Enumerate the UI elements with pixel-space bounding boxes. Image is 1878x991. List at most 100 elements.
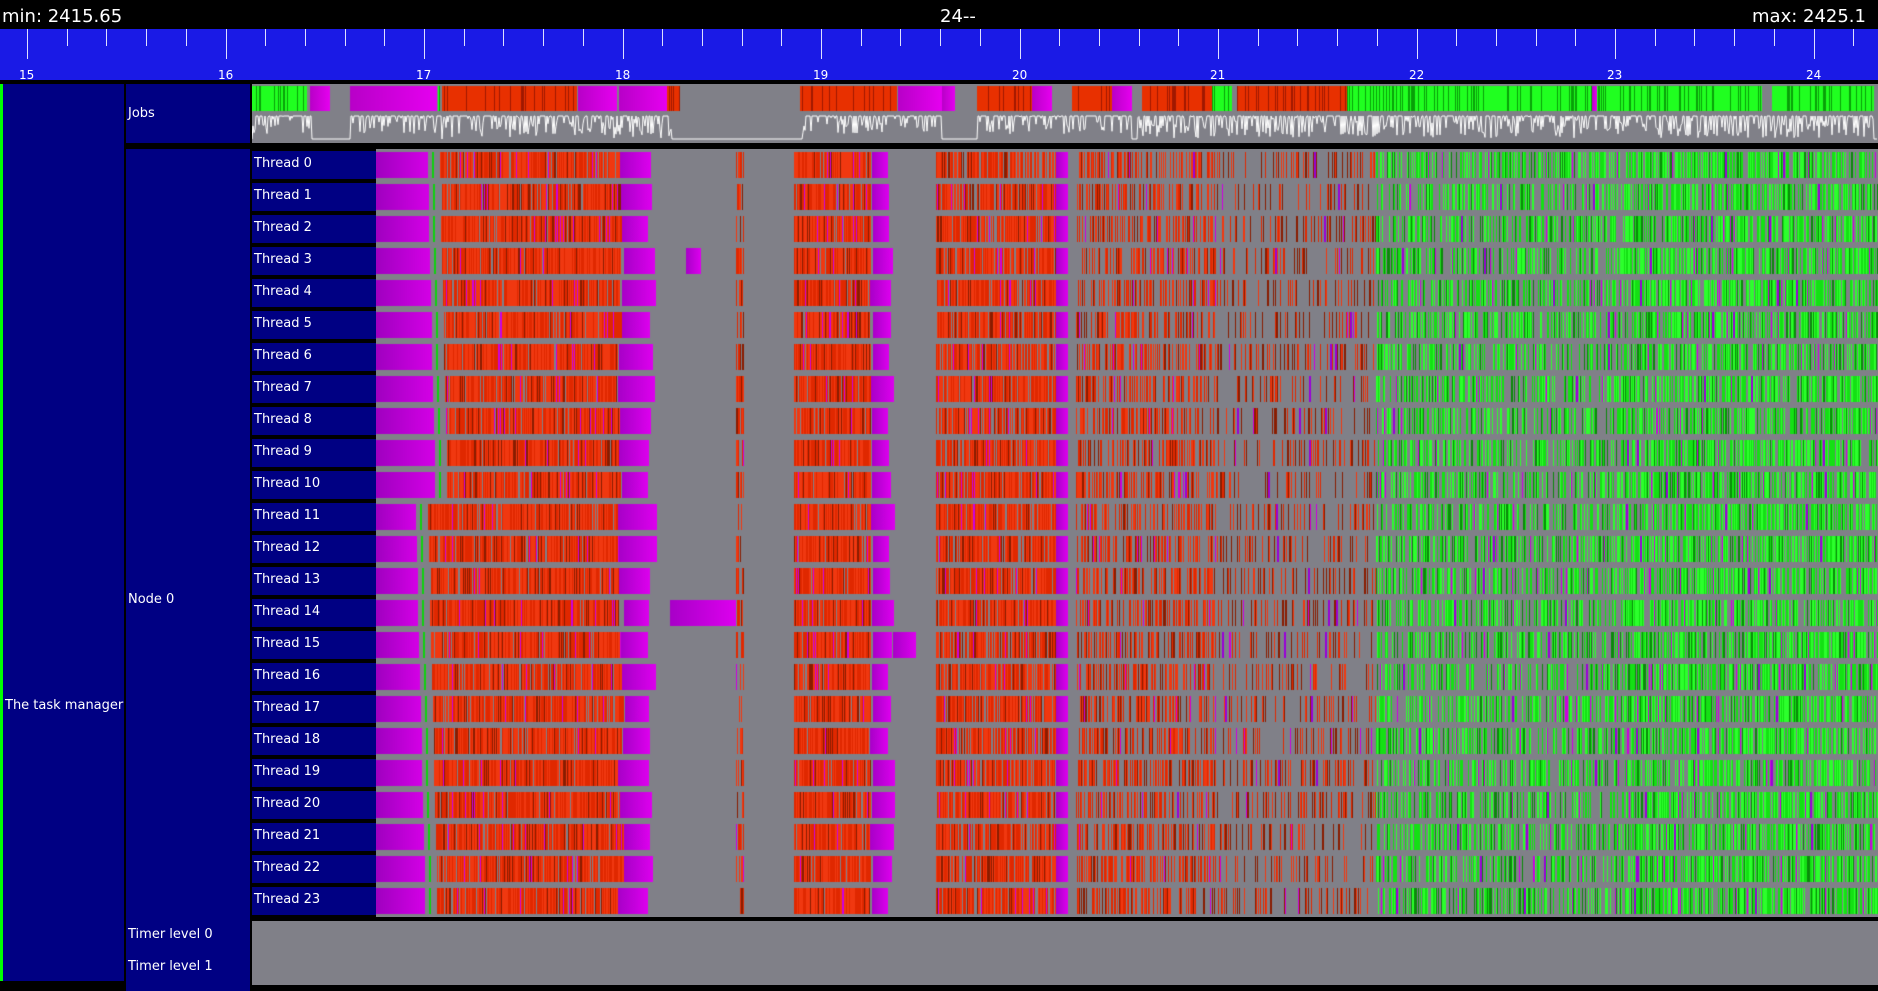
thread-label[interactable]: Thread 16: [252, 663, 376, 691]
thread-label[interactable]: Thread 22: [252, 855, 376, 883]
min-time-label: min: 2415.65: [2, 6, 123, 27]
jobs-label[interactable]: Jobs: [126, 84, 250, 143]
thread-label[interactable]: Thread 1: [252, 183, 376, 211]
thread-lane[interactable]: [376, 789, 1878, 821]
thread-label[interactable]: Thread 12: [252, 535, 376, 563]
thread-label-text: Thread 19: [254, 764, 321, 779]
thread-lane[interactable]: [376, 853, 1878, 885]
ruler-major-tick: [226, 29, 227, 59]
thread-label[interactable]: Thread 5: [252, 311, 376, 339]
thread-label[interactable]: Thread 14: [252, 599, 376, 627]
thread-lane[interactable]: [376, 757, 1878, 789]
thread-lane[interactable]: [376, 437, 1878, 469]
thread-lane[interactable]: [376, 405, 1878, 437]
ruler-minor-tick: [1496, 29, 1497, 46]
thread-lane[interactable]: [376, 693, 1878, 725]
timeline-ruler[interactable]: 15 16 17 18 19 20 21 22 23 24: [0, 29, 1878, 82]
thread-lane[interactable]: [376, 277, 1878, 309]
thread-label[interactable]: Thread 8: [252, 407, 376, 435]
thread-lane[interactable]: [376, 213, 1878, 245]
ruler-minor-tick: [861, 29, 862, 46]
thread-label-text: Thread 14: [254, 604, 321, 619]
thread-label-text: Thread 4: [254, 284, 312, 299]
ruler-minor-tick: [1139, 29, 1140, 46]
ruler-tick-label: 17: [416, 68, 432, 82]
thread-label[interactable]: Thread 21: [252, 823, 376, 851]
thread-label[interactable]: Thread 4: [252, 279, 376, 307]
node-label[interactable]: Node 0: [126, 149, 250, 991]
thread-lane[interactable]: [376, 565, 1878, 597]
thread-lane[interactable]: [376, 181, 1878, 213]
ruler-minor-tick: [186, 29, 187, 46]
timer-level-label-text: Timer level 0: [128, 927, 213, 942]
thread-lane[interactable]: [376, 149, 1878, 181]
thread-label-text: Thread 20: [254, 796, 321, 811]
thread-label-text: Thread 13: [254, 572, 321, 587]
thread-lane[interactable]: [376, 821, 1878, 853]
timer-level-label-text: Timer level 1: [128, 959, 213, 974]
thread-label[interactable]: Thread 2: [252, 215, 376, 243]
thread-label[interactable]: Thread 11: [252, 503, 376, 531]
task-manager-label[interactable]: The task manager: [0, 84, 124, 981]
thread-lane[interactable]: [376, 725, 1878, 757]
ruler-minor-tick: [1655, 29, 1656, 46]
ruler-minor-tick: [583, 29, 584, 46]
thread-label-text: Thread 15: [254, 636, 321, 651]
timer-level-lane[interactable]: [252, 953, 1878, 985]
thread-lane[interactable]: [376, 245, 1878, 277]
ruler-minor-tick: [980, 29, 981, 46]
ruler-minor-tick: [1694, 29, 1695, 46]
thread-label[interactable]: Thread 17: [252, 695, 376, 723]
thread-label[interactable]: Thread 0: [252, 151, 376, 179]
thread-lane[interactable]: [376, 309, 1878, 341]
thread-label[interactable]: Thread 19: [252, 759, 376, 787]
thread-label-text: Thread 2: [254, 220, 312, 235]
task-manager-label-text: The task manager: [5, 698, 124, 713]
ruler-minor-tick: [702, 29, 703, 46]
ruler-minor-tick: [1575, 29, 1576, 46]
trace-view: The task manager Jobs Node 0 Thread 0 Thr…: [0, 80, 1878, 991]
thread-label-text: Thread 12: [254, 540, 321, 555]
thread-lane[interactable]: [376, 597, 1878, 629]
header-bar: min: 2415.65 24-- max: 2425.1: [0, 0, 1878, 29]
thread-label[interactable]: Thread 18: [252, 727, 376, 755]
thread-label[interactable]: Thread 13: [252, 567, 376, 595]
thread-lane[interactable]: [376, 341, 1878, 373]
ruler-minor-tick: [1456, 29, 1457, 46]
thread-label-text: Thread 5: [254, 316, 312, 331]
ruler-minor-tick: [1059, 29, 1060, 46]
thread-lane[interactable]: [376, 533, 1878, 565]
jobs-lane[interactable]: [252, 84, 1878, 143]
thread-lane[interactable]: [376, 661, 1878, 693]
thread-label-text: Thread 0: [254, 156, 312, 171]
timer-level-label[interactable]: Timer level 1: [126, 953, 250, 981]
timer-level-label[interactable]: Timer level 0: [126, 921, 250, 949]
ruler-minor-tick: [1734, 29, 1735, 46]
max-time-label: max: 2425.1: [1752, 6, 1866, 27]
ruler-major-tick: [1615, 29, 1616, 59]
ruler-minor-tick: [146, 29, 147, 46]
thread-label-text: Thread 18: [254, 732, 321, 747]
thread-lane[interactable]: [376, 469, 1878, 501]
thread-label[interactable]: Thread 7: [252, 375, 376, 403]
node-label-text: Node 0: [128, 592, 175, 607]
thread-label[interactable]: Thread 9: [252, 439, 376, 467]
thread-lane[interactable]: [376, 629, 1878, 661]
ruler-major-tick: [1814, 29, 1815, 59]
ruler-minor-tick: [900, 29, 901, 46]
thread-label[interactable]: Thread 20: [252, 791, 376, 819]
thread-label-text: Thread 7: [254, 380, 312, 395]
thread-label[interactable]: Thread 6: [252, 343, 376, 371]
thread-label[interactable]: Thread 3: [252, 247, 376, 275]
ruler-minor-tick: [1337, 29, 1338, 46]
thread-label-text: Thread 1: [254, 188, 312, 203]
thread-label[interactable]: Thread 15: [252, 631, 376, 659]
thread-lane[interactable]: [376, 373, 1878, 405]
timer-level-lane[interactable]: [252, 921, 1878, 953]
thread-lane[interactable]: [376, 885, 1878, 917]
thread-label[interactable]: Thread 23: [252, 887, 376, 915]
ruler-major-tick: [821, 29, 822, 59]
ruler-major-tick: [27, 29, 28, 59]
thread-label[interactable]: Thread 10: [252, 471, 376, 499]
thread-lane[interactable]: [376, 501, 1878, 533]
